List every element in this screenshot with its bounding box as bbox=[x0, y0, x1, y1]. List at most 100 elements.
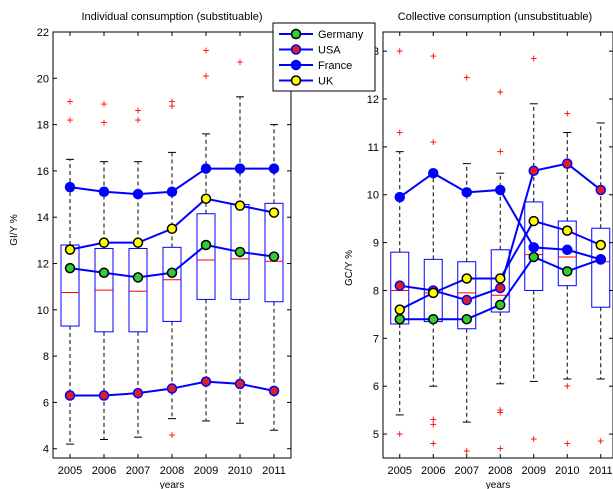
y-tick-label: 10 bbox=[367, 190, 379, 202]
series-point bbox=[268, 385, 280, 397]
series-point bbox=[394, 304, 405, 315]
series-point bbox=[394, 313, 405, 325]
x-tick-label: 2007 bbox=[126, 465, 150, 477]
y-axis-label: GC/Y % bbox=[344, 250, 355, 286]
boxplot-2007: ++ bbox=[128, 104, 148, 438]
legend-label: USA bbox=[318, 45, 341, 57]
series-point bbox=[495, 282, 506, 294]
chart-individual-consumption: Individual consumption (substituable) GI… bbox=[9, 11, 292, 489]
outlier-marker: + bbox=[396, 427, 403, 441]
plot-area: 4 6 8 10 12 14 16 18 20 22 2005 2006 2007 2008 2009 201… bbox=[37, 27, 292, 477]
series-point bbox=[132, 237, 144, 248]
outlier-marker: + bbox=[564, 437, 571, 451]
legend-marker bbox=[290, 59, 302, 71]
series-point bbox=[461, 187, 472, 198]
legend-marker bbox=[290, 44, 302, 55]
legend-entry-uk: UK bbox=[279, 75, 334, 88]
series-point bbox=[461, 313, 472, 325]
outlier-marker: + bbox=[497, 441, 504, 455]
outlier-marker: + bbox=[430, 413, 437, 427]
y-tick-label: 6 bbox=[43, 397, 49, 409]
boxplot-2007: ++ bbox=[457, 70, 477, 458]
series-point bbox=[166, 223, 178, 235]
outlier-marker: + bbox=[430, 49, 437, 63]
plot-area: 5678910111213200520062007200820092010201… bbox=[367, 31, 613, 477]
y-tick-label: 16 bbox=[37, 166, 49, 178]
boxplot-2008: +++++ bbox=[490, 85, 510, 455]
y-axis-label: GI/Y % bbox=[9, 214, 20, 246]
series-germany bbox=[64, 239, 280, 283]
series-point bbox=[64, 262, 76, 274]
series-point bbox=[166, 267, 178, 279]
outlier-marker: + bbox=[134, 113, 141, 127]
series-point bbox=[428, 167, 439, 179]
y-tick-label: 9 bbox=[373, 238, 379, 250]
series-point bbox=[428, 313, 439, 325]
series-france bbox=[394, 167, 606, 265]
series-point bbox=[98, 390, 110, 401]
series-point bbox=[268, 207, 280, 218]
series-point bbox=[394, 280, 405, 291]
chart-title: Individual consumption (substituable) bbox=[82, 11, 263, 23]
series-uk bbox=[64, 193, 280, 255]
legend-label: UK bbox=[318, 76, 334, 88]
series-point bbox=[394, 191, 405, 203]
series-point bbox=[234, 200, 246, 211]
outlier-marker: + bbox=[100, 115, 107, 129]
chart-title: Collective consumption (unsubstituable) bbox=[398, 11, 592, 23]
series-point bbox=[200, 376, 212, 387]
legend-marker bbox=[290, 75, 302, 86]
series-point bbox=[200, 239, 212, 251]
series-point bbox=[495, 273, 506, 284]
box-iqr bbox=[591, 227, 611, 308]
y-tick-label: 11 bbox=[368, 142, 379, 154]
outlier-marker: + bbox=[202, 44, 209, 58]
series-point bbox=[428, 287, 439, 299]
series-point bbox=[98, 267, 110, 279]
outlier-marker: + bbox=[236, 55, 243, 69]
outlier-marker: + bbox=[168, 428, 175, 442]
outlier-marker: + bbox=[100, 97, 107, 111]
x-tick-label: 2008 bbox=[488, 465, 512, 477]
series-point bbox=[98, 186, 110, 197]
series-point bbox=[132, 272, 144, 283]
boxplot-2005: ++ bbox=[60, 94, 80, 445]
outlier-marker: + bbox=[66, 113, 73, 127]
box-iqr bbox=[264, 202, 284, 303]
legend: Germany USA France UK bbox=[272, 22, 376, 92]
outlier-marker: + bbox=[66, 94, 73, 108]
y-tick-label: 6 bbox=[373, 381, 379, 393]
series-point bbox=[562, 266, 573, 277]
outlier-marker: + bbox=[430, 437, 437, 451]
series-point bbox=[98, 237, 110, 248]
y-tick-label: 22 bbox=[37, 27, 49, 39]
outlier-marker: + bbox=[396, 44, 403, 58]
y-tick-label: 14 bbox=[37, 212, 49, 224]
outlier-marker: + bbox=[530, 432, 537, 446]
x-tick-label: 2005 bbox=[388, 465, 412, 477]
outlier-marker: + bbox=[430, 417, 437, 431]
x-tick-label: 2011 bbox=[262, 465, 286, 477]
series-usa bbox=[64, 376, 280, 401]
series-point bbox=[495, 184, 506, 196]
series-point bbox=[461, 273, 472, 284]
legend-label: Germany bbox=[318, 29, 364, 41]
outlier-marker: + bbox=[202, 69, 209, 83]
box-iqr bbox=[457, 261, 477, 330]
series-point bbox=[595, 239, 606, 251]
outlier-marker: + bbox=[497, 406, 504, 420]
y-tick-label: 20 bbox=[37, 73, 49, 85]
legend-entry-usa: USA bbox=[279, 44, 341, 57]
x-axis-label: years bbox=[160, 480, 184, 489]
boxplot-2009: ++ bbox=[524, 51, 544, 446]
outlier-marker: + bbox=[497, 145, 504, 159]
outlier-marker: + bbox=[430, 135, 437, 149]
x-tick-label: 2006 bbox=[92, 465, 116, 477]
boxplot-2005: + + + bbox=[390, 44, 410, 441]
series-point bbox=[200, 193, 212, 204]
x-tick-label: 2006 bbox=[421, 465, 445, 477]
y-tick-label: 5 bbox=[373, 429, 379, 441]
series-point bbox=[528, 215, 539, 227]
y-tick-label: 8 bbox=[43, 351, 49, 363]
